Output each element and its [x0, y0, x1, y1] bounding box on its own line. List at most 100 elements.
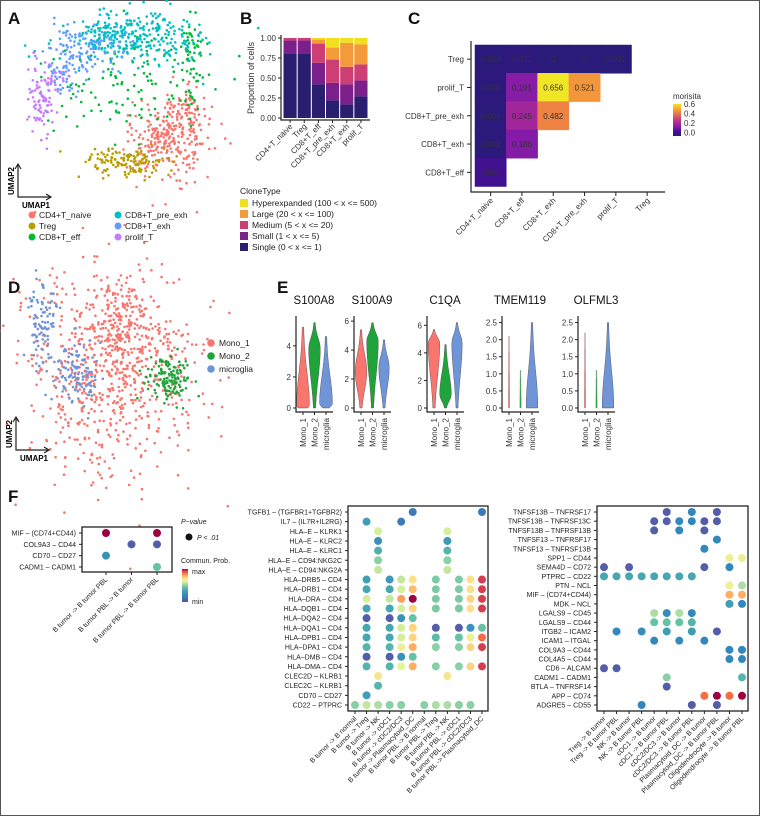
umap-point [95, 370, 99, 374]
umap-point [93, 330, 96, 333]
umap-point [156, 349, 159, 353]
row-label: APP – CD74 [551, 693, 591, 700]
umap-point [84, 375, 87, 379]
umap-point [88, 381, 92, 385]
umap-point [177, 366, 180, 369]
umap-point [39, 62, 43, 65]
umap-point [74, 326, 77, 330]
umap-point [158, 330, 161, 333]
umap-point [27, 306, 30, 309]
umap-point [135, 22, 139, 26]
umap-point [123, 306, 127, 310]
dot [662, 572, 671, 581]
umap-point [68, 50, 72, 54]
umap-point [175, 115, 179, 119]
umap-point [62, 24, 65, 28]
umap-point [48, 89, 51, 92]
heatmap-cell [599, 44, 632, 74]
umap-point [128, 294, 131, 298]
umap-point [139, 391, 142, 394]
umap-point [84, 361, 87, 364]
umap-point [138, 27, 142, 30]
umap-point [141, 345, 144, 349]
umap-point [125, 382, 129, 386]
umap-point [129, 567, 132, 571]
umap-point [117, 440, 120, 443]
umap-point [189, 121, 192, 125]
umap-point [162, 49, 166, 52]
umap-point [98, 419, 102, 423]
umap-point [147, 380, 150, 384]
umap-point [125, 120, 128, 123]
umap-point [139, 455, 143, 459]
umap-point [93, 260, 96, 264]
umap-point [188, 128, 191, 132]
umap-point [198, 73, 201, 77]
umap-point [69, 45, 73, 49]
umap-point [96, 430, 100, 434]
umap-point [101, 393, 104, 397]
umap-point [139, 142, 143, 146]
umap-point [169, 393, 172, 396]
umap-point [163, 386, 167, 389]
umap-point [34, 107, 37, 110]
umap-point [130, 351, 134, 354]
umap-point [52, 292, 55, 296]
umap-point [47, 42, 51, 45]
dot [397, 652, 406, 661]
umap-point [104, 312, 107, 316]
umap-point [136, 150, 139, 154]
umap-point [117, 111, 121, 114]
violin [451, 322, 463, 409]
umap-point [92, 46, 95, 49]
umap-point [42, 333, 46, 337]
umap-point [175, 406, 179, 409]
umap-point [46, 344, 49, 347]
legend-swatch [240, 210, 248, 218]
umap-point [89, 346, 93, 350]
umap-point [79, 60, 83, 63]
umap-point [140, 48, 143, 51]
umap-point [85, 50, 89, 53]
umap-point [193, 28, 197, 31]
row-label: LGALS9 – CD45 [539, 611, 591, 618]
umap-point [168, 379, 171, 382]
umap-point [39, 378, 43, 381]
violin [519, 370, 522, 409]
umap-point [78, 388, 81, 391]
umap-point [166, 360, 170, 364]
umap-point [80, 391, 84, 395]
umap-point [135, 40, 139, 43]
umap-point [189, 72, 192, 75]
umap-point [133, 34, 137, 38]
umap-point [73, 20, 76, 24]
row-label: CLEC2C – KLRB1 [284, 683, 342, 690]
umap-point [75, 381, 79, 384]
umap-point [126, 140, 130, 143]
umap-point [68, 375, 72, 378]
umap-point [81, 382, 84, 385]
umap-point [2, 324, 5, 328]
cell-value: 0.186 [512, 140, 533, 149]
umap-point [96, 157, 100, 160]
axes [295, 316, 333, 413]
umap-point [125, 154, 129, 158]
dot [675, 517, 684, 526]
y-tick-label: 2 [345, 375, 350, 384]
legend-label: Large (20 < x <= 100) [252, 209, 334, 219]
x-tick-label: microglia [453, 417, 462, 450]
umap-point [76, 355, 80, 358]
legend-swatch [114, 222, 122, 230]
umap-point [159, 339, 162, 343]
umap-point [105, 486, 108, 490]
umap-point [181, 126, 185, 129]
umap-point [127, 156, 130, 159]
umap-point [51, 72, 54, 75]
umap-point [168, 123, 171, 127]
umap-point [171, 65, 175, 69]
umap-point [93, 336, 97, 339]
umap-point [95, 255, 99, 258]
umap-point [107, 334, 110, 337]
umap-point [169, 320, 172, 323]
umap-point [192, 76, 196, 79]
